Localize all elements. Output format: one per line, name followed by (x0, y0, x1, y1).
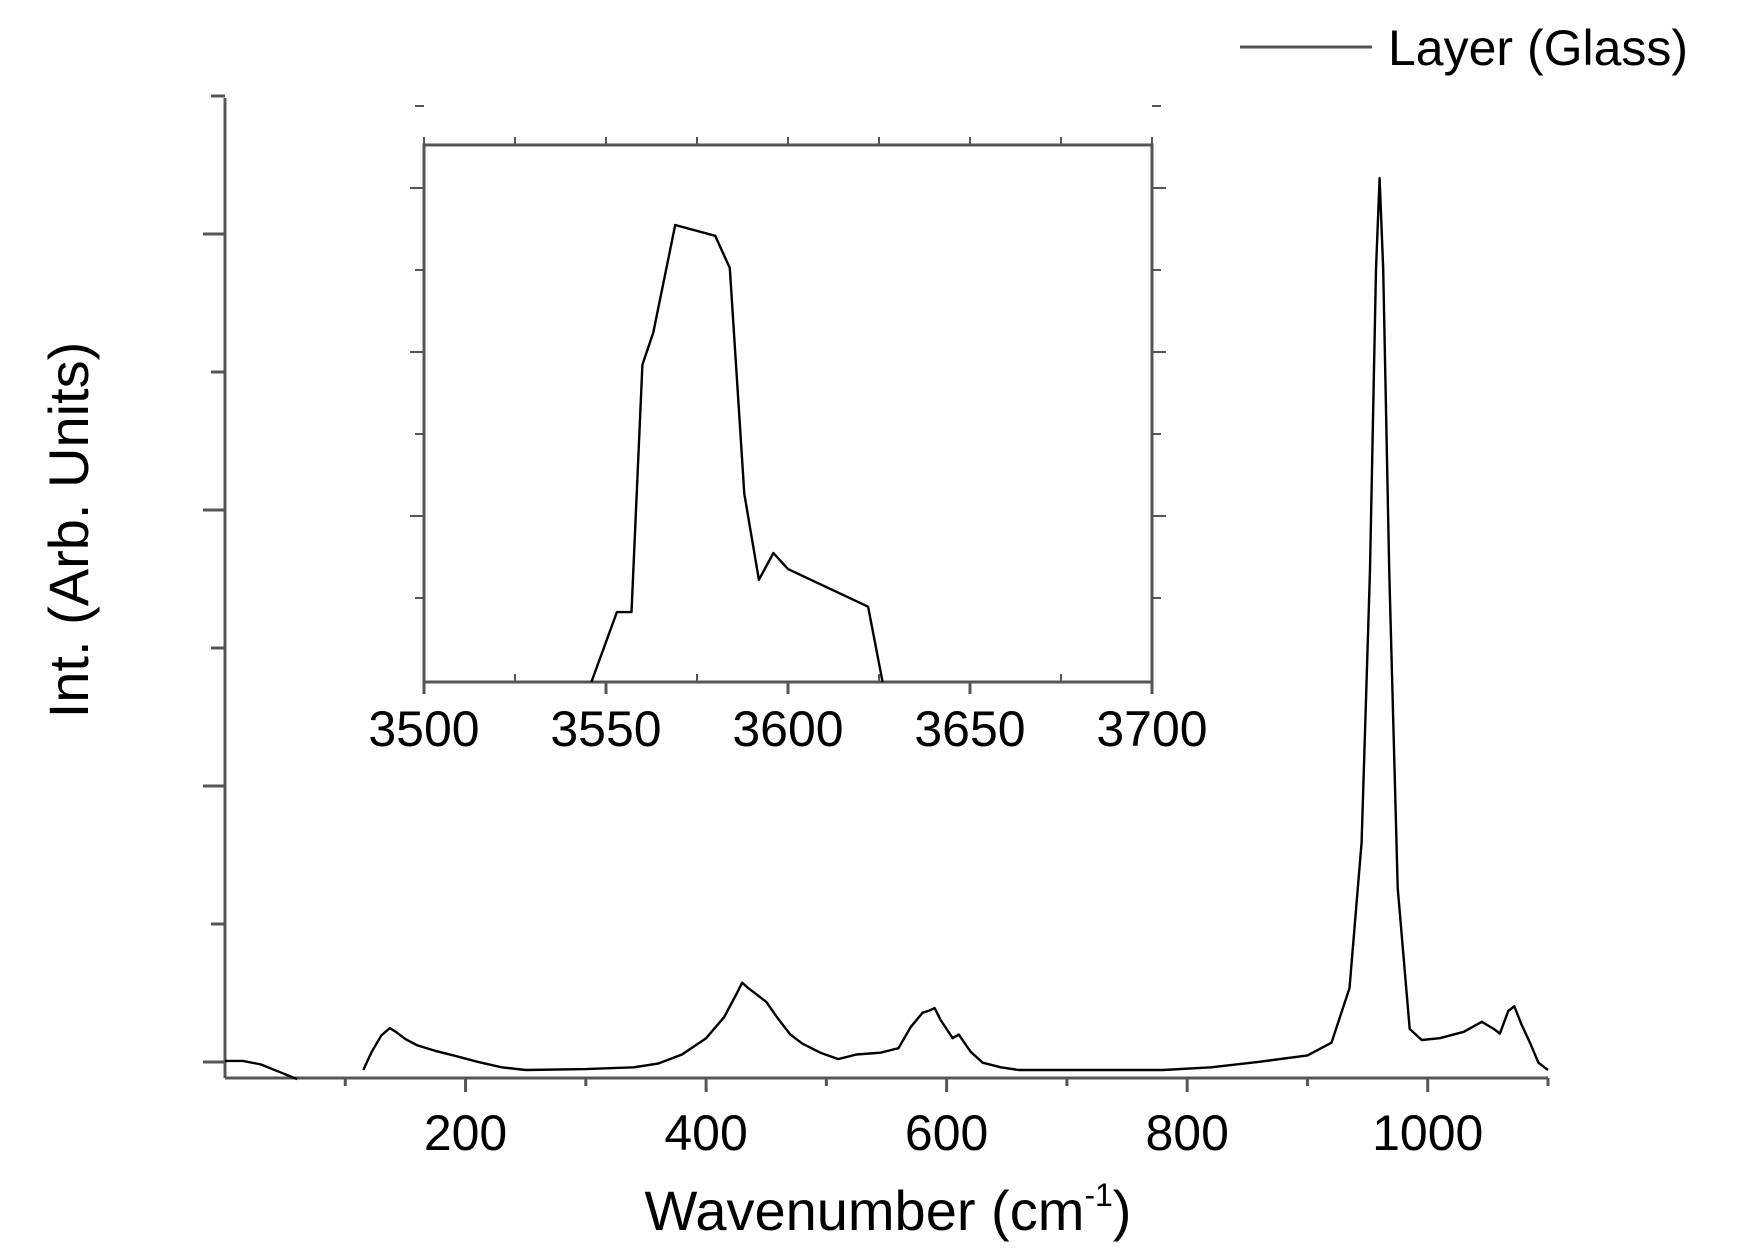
y-axis-title: Int. (Arb. Units) (37, 342, 100, 719)
inset-x-tick-label: 3500 (368, 701, 479, 757)
x-tick-label: 400 (664, 1105, 747, 1161)
x-tick-label: 200 (424, 1105, 507, 1161)
inset-x-tick-label: 3550 (550, 701, 661, 757)
inset-series-line (590, 223, 884, 683)
inset-x-tick-label: 3600 (732, 701, 843, 757)
x-axis-title-superscript: -1 (1084, 1177, 1112, 1213)
legend-label: Layer (Glass) (1388, 20, 1688, 76)
x-tick-label: 1000 (1372, 1105, 1483, 1161)
inset-tick-labels: 3500 3550 3600 3650 3700 (368, 701, 1207, 757)
inset-plot: 3500 3550 3600 3650 3700 (368, 105, 1208, 757)
inset-tick-marks (410, 105, 1166, 694)
main-tick-labels: 200 400 600 800 1000 (424, 1105, 1484, 1161)
inset-frame (422, 143, 1154, 684)
series-line-layer-glass (362, 177, 1549, 1072)
x-axis-title: Wavenumber (cm-1) (645, 1177, 1132, 1242)
inset-x-tick-label: 3650 (914, 701, 1025, 757)
x-tick-label: 600 (905, 1105, 988, 1161)
main-series-group (225, 177, 1549, 1081)
main-plot: 200 400 600 800 1000 (203, 94, 1550, 1161)
x-tick-label: 800 (1145, 1105, 1228, 1161)
inset-x-tick-label: 3700 (1096, 701, 1207, 757)
legend: Layer (Glass) (1240, 20, 1688, 76)
series-line-layer-glass (225, 1059, 298, 1081)
inset-series-group (590, 223, 884, 683)
